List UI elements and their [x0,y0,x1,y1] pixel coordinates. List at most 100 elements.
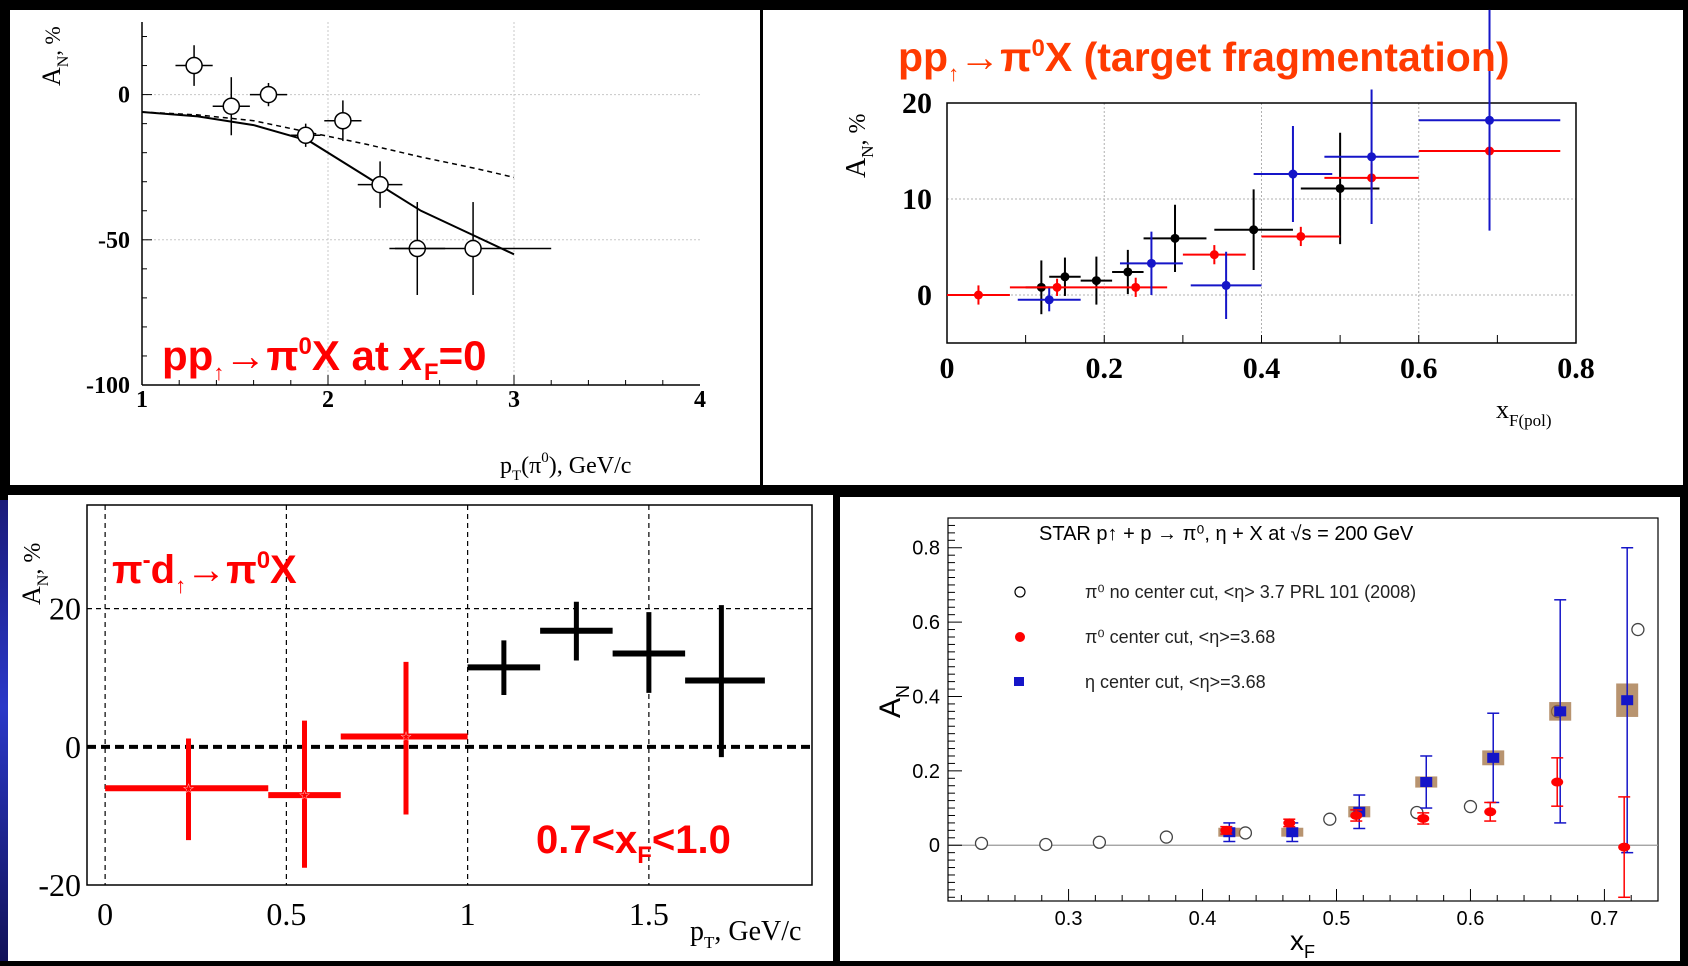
chart-title-part: 0 [1031,35,1044,62]
panel-background [840,497,1680,961]
x-tick-label: 0.5 [1323,908,1351,930]
y-tick-label: 0 [917,279,932,312]
chart-title-part: X (target fragmentation) [1045,34,1510,80]
data-point [1220,825,1233,835]
x-tick-label: 0.6 [1457,908,1485,930]
data-point [1286,827,1299,838]
data-point [1091,276,1101,286]
chart-title-part: →π [186,548,257,592]
data-point [973,290,983,300]
panel-annotation-part: x [399,332,426,379]
y-tick-label: 20 [49,591,81,627]
y-axis-label: AN [874,685,913,718]
y-axis-label-part: N [893,685,913,698]
chart-title-part: pp [898,34,948,80]
data-point [1551,777,1564,787]
x-tick-label: 2 [322,387,334,413]
chart-title-part: π [112,548,143,592]
y-axis-label-part: , % [40,26,65,55]
y-axis-label-part: A [37,67,66,86]
data-point-open [974,836,989,851]
y-tick-label: 20 [902,87,932,120]
plot-frame [86,504,813,886]
y-tick-label: 0 [65,729,81,765]
legend-marker [1014,677,1024,686]
data-point-open [1039,837,1053,852]
data-point [1618,842,1631,852]
x-axis-label: xF [1290,925,1315,961]
data-point [1249,225,1259,235]
data-point [1296,231,1306,241]
data-point-open [1631,622,1645,637]
x-axis-label-part: x [1496,395,1509,424]
data-point [1485,115,1495,125]
y-axis-label-part: , % [845,113,871,145]
x-axis-label-part: p [690,916,704,947]
panel-annotation-part: X at [312,332,401,379]
y-tick-label: -50 [98,228,130,254]
x-tick-label: 0.5 [266,896,306,932]
panel-background [763,10,1683,485]
panel-annotation-part: F [637,842,652,869]
x-axis-label: pT(π0), GeV/c [500,450,631,484]
data-point [1487,752,1500,763]
data-point [371,175,389,194]
panel-annotation-part: <1.0 [652,818,731,862]
data-point [1221,280,1231,290]
chart-title-part: X [270,548,297,592]
x-axis-label-part: p [500,453,512,479]
panel-annotation-part: →π [224,332,298,379]
data-point [222,97,241,115]
legend-marker [1014,586,1026,598]
legend-label: π⁰ no center cut, <η> 3.7 PRL 101 (2008) [1085,582,1416,602]
data-point-open [1323,812,1337,826]
data-point-star: ☆ [182,781,195,797]
y-tick-label: 0 [118,83,130,109]
x-tick-label: 4 [694,387,706,413]
x-tick-label: 0 [97,896,113,932]
chart-title-part: ↑ [175,573,186,598]
x-tick-label: 0.7 [1591,908,1619,930]
slide-edge-stripe [0,500,8,961]
y-axis-label: AN, % [17,543,52,605]
y-axis-label-part: , % [20,543,46,575]
x-axis-label-part: ), GeV/c [549,453,632,479]
data-point [1420,777,1433,788]
y-axis-label-part: N [858,145,877,157]
y-tick-label: 0.6 [912,612,940,634]
panel-annotation-part: ↑ [213,360,224,385]
data-point [464,239,482,258]
y-tick-label: -100 [86,373,130,399]
data-point [1060,272,1070,282]
data-point [1288,169,1298,179]
panel-annotation: pp↑→π0X at xF=0 [162,332,486,386]
legend-marker [1015,632,1025,642]
panel-annotation-part: 0.7<x [536,818,637,862]
x-axis-label-part: F(pol) [1509,411,1552,430]
panel-annotation-part: 0 [298,333,311,360]
data-point [334,111,352,130]
data-point [1417,813,1430,823]
x-tick-label: 0.4 [1243,352,1281,385]
y-axis-label-part: A [841,157,872,178]
data-point [1283,818,1296,828]
x-tick-label: 1 [136,387,148,413]
theory-curve-solid [141,111,515,256]
x-tick-label: 1.5 [629,896,669,932]
data-point [296,126,315,145]
data-point [1350,810,1363,820]
y-axis-label-part: A [874,698,907,718]
x-tick-label: 0.3 [1055,908,1083,930]
x-axis-label: pT, GeV/c [690,916,801,952]
data-point [1052,282,1062,292]
x-axis-label-part: x [1290,925,1304,956]
data-point [185,56,203,75]
data-point [1044,295,1054,305]
theory-curve-dashed [141,111,515,179]
x-tick-label: 0.2 [1086,352,1124,385]
data-point [1367,152,1377,162]
